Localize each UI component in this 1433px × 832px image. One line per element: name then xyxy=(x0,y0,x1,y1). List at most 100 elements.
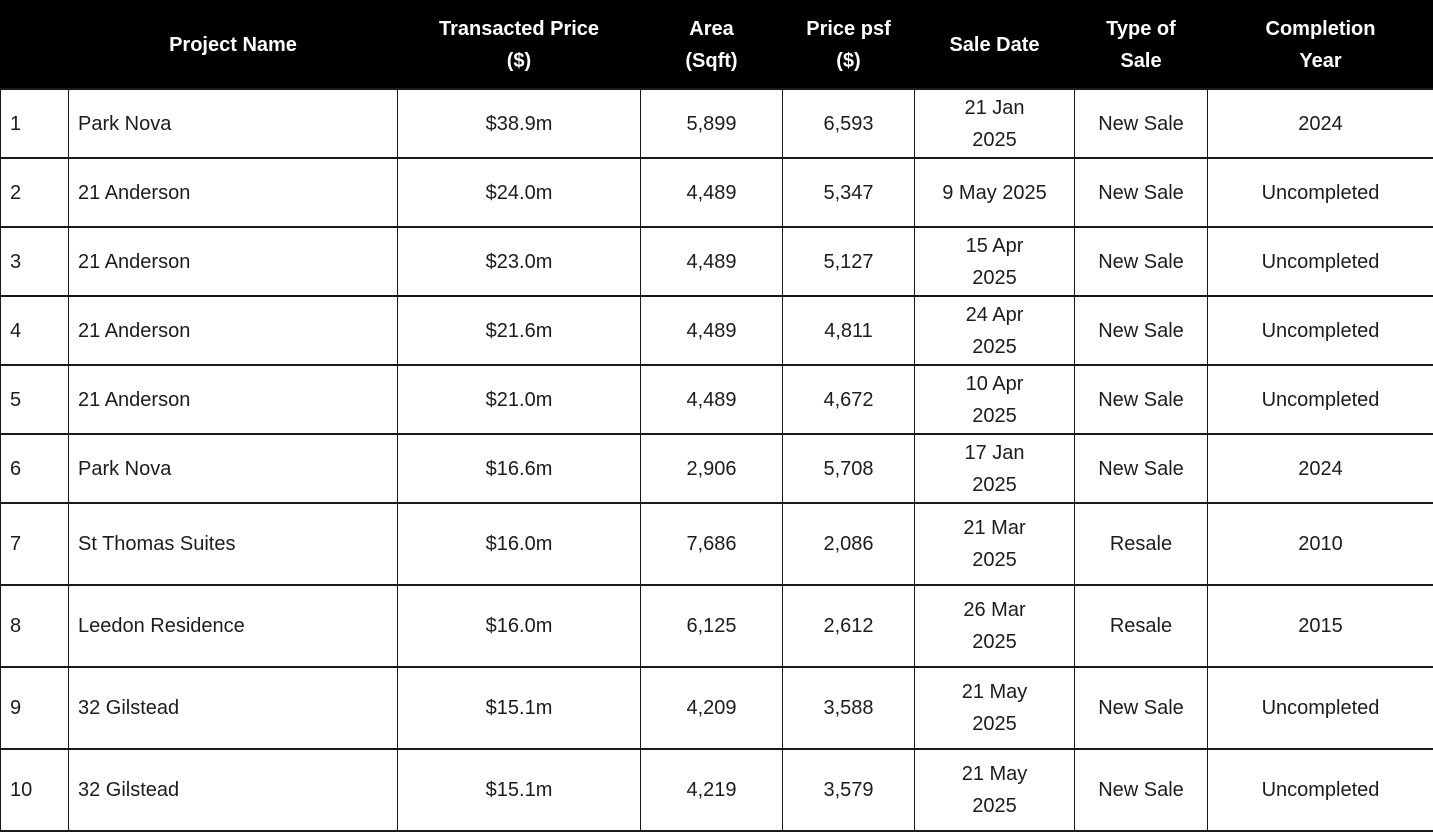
table-row: 4 21 Anderson $21.6m 4,489 4,811 24 Apr … xyxy=(0,295,1433,366)
cell-area: 4,489 xyxy=(640,226,783,297)
cell-completion-year: Uncompleted xyxy=(1207,295,1433,366)
header-price-psf: Price psf ($) xyxy=(782,0,915,90)
cell-sale-date: 21 May 2025 xyxy=(914,666,1075,750)
cell-transacted-price: $15.1m xyxy=(397,748,641,832)
cell-price-psf: 6,593 xyxy=(782,88,915,159)
cell-price-psf: 5,347 xyxy=(782,157,915,228)
cell-row-number: 3 xyxy=(0,226,69,297)
cell-price-psf: 5,127 xyxy=(782,226,915,297)
cell-transacted-price: $38.9m xyxy=(397,88,641,159)
cell-transacted-price: $21.6m xyxy=(397,295,641,366)
cell-project-name: 32 Gilstead xyxy=(68,666,398,750)
cell-area: 7,686 xyxy=(640,502,783,586)
cell-transacted-price: $24.0m xyxy=(397,157,641,228)
cell-row-number: 2 xyxy=(0,157,69,228)
cell-type-of-sale: New Sale xyxy=(1074,666,1208,750)
cell-project-name: 21 Anderson xyxy=(68,364,398,435)
table-row: 9 32 Gilstead $15.1m 4,209 3,588 21 May … xyxy=(0,666,1433,750)
cell-sale-date: 21 Jan 2025 xyxy=(914,88,1075,159)
cell-price-psf: 2,086 xyxy=(782,502,915,586)
cell-row-number: 4 xyxy=(0,295,69,366)
cell-row-number: 7 xyxy=(0,502,69,586)
table-row: 7 St Thomas Suites $16.0m 7,686 2,086 21… xyxy=(0,502,1433,586)
header-project-name: Project Name xyxy=(68,0,398,90)
cell-row-number: 8 xyxy=(0,584,69,668)
cell-area: 4,219 xyxy=(640,748,783,832)
cell-project-name: Park Nova xyxy=(68,88,398,159)
cell-area: 4,489 xyxy=(640,157,783,228)
table-row: 5 21 Anderson $21.0m 4,489 4,672 10 Apr … xyxy=(0,364,1433,435)
table-row: 10 32 Gilstead $15.1m 4,219 3,579 21 May… xyxy=(0,748,1433,832)
cell-project-name: 21 Anderson xyxy=(68,226,398,297)
table-row: 3 21 Anderson $23.0m 4,489 5,127 15 Apr … xyxy=(0,226,1433,297)
cell-row-number: 5 xyxy=(0,364,69,435)
cell-completion-year: Uncompleted xyxy=(1207,364,1433,435)
cell-row-number: 1 xyxy=(0,88,69,159)
cell-row-number: 10 xyxy=(0,748,69,832)
cell-area: 4,209 xyxy=(640,666,783,750)
cell-area: 2,906 xyxy=(640,433,783,504)
cell-area: 4,489 xyxy=(640,364,783,435)
cell-type-of-sale: New Sale xyxy=(1074,157,1208,228)
cell-type-of-sale: New Sale xyxy=(1074,433,1208,504)
cell-sale-date: 9 May 2025 xyxy=(914,157,1075,228)
cell-type-of-sale: Resale xyxy=(1074,584,1208,668)
cell-sale-date: 21 May 2025 xyxy=(914,748,1075,832)
cell-type-of-sale: New Sale xyxy=(1074,88,1208,159)
cell-sale-date: 17 Jan 2025 xyxy=(914,433,1075,504)
header-transacted-price: Transacted Price ($) xyxy=(397,0,641,90)
cell-transacted-price: $16.6m xyxy=(397,433,641,504)
table-row: 2 21 Anderson $24.0m 4,489 5,347 9 May 2… xyxy=(0,157,1433,228)
header-row: Project Name Transacted Price ($) Area (… xyxy=(0,0,1433,90)
cell-type-of-sale: New Sale xyxy=(1074,748,1208,832)
table-row: 6 Park Nova $16.6m 2,906 5,708 17 Jan 20… xyxy=(0,433,1433,504)
header-type-of-sale: Type of Sale xyxy=(1074,0,1208,90)
cell-price-psf: 5,708 xyxy=(782,433,915,504)
cell-sale-date: 24 Apr 2025 xyxy=(914,295,1075,366)
cell-completion-year: 2010 xyxy=(1207,502,1433,586)
cell-completion-year: 2024 xyxy=(1207,88,1433,159)
cell-transacted-price: $21.0m xyxy=(397,364,641,435)
header-area: Area (Sqft) xyxy=(640,0,783,90)
cell-sale-date: 15 Apr 2025 xyxy=(914,226,1075,297)
cell-project-name: Park Nova xyxy=(68,433,398,504)
cell-price-psf: 4,811 xyxy=(782,295,915,366)
cell-project-name: 21 Anderson xyxy=(68,295,398,366)
cell-area: 4,489 xyxy=(640,295,783,366)
cell-row-number: 6 xyxy=(0,433,69,504)
cell-price-psf: 4,672 xyxy=(782,364,915,435)
cell-row-number: 9 xyxy=(0,666,69,750)
cell-project-name: 32 Gilstead xyxy=(68,748,398,832)
cell-sale-date: 26 Mar 2025 xyxy=(914,584,1075,668)
cell-project-name: St Thomas Suites xyxy=(68,502,398,586)
cell-type-of-sale: New Sale xyxy=(1074,364,1208,435)
cell-sale-date: 10 Apr 2025 xyxy=(914,364,1075,435)
cell-project-name: Leedon Residence xyxy=(68,584,398,668)
cell-transacted-price: $16.0m xyxy=(397,502,641,586)
cell-completion-year: Uncompleted xyxy=(1207,226,1433,297)
cell-area: 5,899 xyxy=(640,88,783,159)
cell-price-psf: 3,588 xyxy=(782,666,915,750)
cell-type-of-sale: New Sale xyxy=(1074,295,1208,366)
cell-completion-year: Uncompleted xyxy=(1207,748,1433,832)
cell-type-of-sale: Resale xyxy=(1074,502,1208,586)
cell-type-of-sale: New Sale xyxy=(1074,226,1208,297)
cell-transacted-price: $15.1m xyxy=(397,666,641,750)
table-row: 1 Park Nova $38.9m 5,899 6,593 21 Jan 20… xyxy=(0,88,1433,159)
cell-price-psf: 2,612 xyxy=(782,584,915,668)
cell-transacted-price: $23.0m xyxy=(397,226,641,297)
header-sale-date: Sale Date xyxy=(914,0,1075,90)
cell-completion-year: Uncompleted xyxy=(1207,157,1433,228)
cell-price-psf: 3,579 xyxy=(782,748,915,832)
cell-completion-year: Uncompleted xyxy=(1207,666,1433,750)
header-row-number xyxy=(0,0,69,90)
cell-completion-year: 2015 xyxy=(1207,584,1433,668)
cell-sale-date: 21 Mar 2025 xyxy=(914,502,1075,586)
table-row: 8 Leedon Residence $16.0m 6,125 2,612 26… xyxy=(0,584,1433,668)
header-completion-year: Completion Year xyxy=(1207,0,1433,90)
table-body: 1 Park Nova $38.9m 5,899 6,593 21 Jan 20… xyxy=(0,88,1433,832)
cell-project-name: 21 Anderson xyxy=(68,157,398,228)
cell-area: 6,125 xyxy=(640,584,783,668)
cell-completion-year: 2024 xyxy=(1207,433,1433,504)
